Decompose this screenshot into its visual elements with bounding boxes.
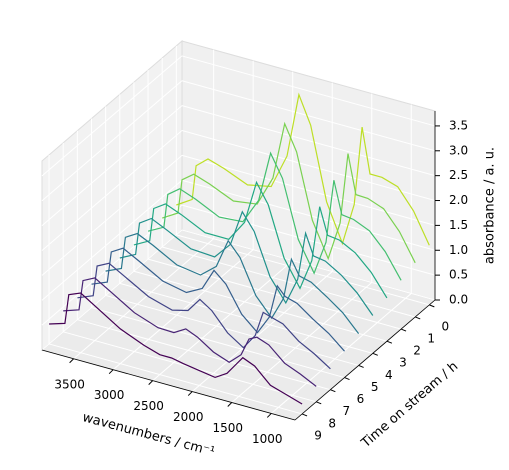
y-tick-label: 9 bbox=[314, 428, 322, 442]
y-tick bbox=[358, 364, 364, 368]
axis-line bbox=[294, 299, 436, 421]
z-tick-label: 2.0 bbox=[449, 193, 468, 207]
grid-line bbox=[41, 105, 183, 227]
grid-line bbox=[181, 130, 436, 202]
grid-line bbox=[181, 229, 436, 301]
y-tick-label: 0 bbox=[442, 319, 450, 333]
x-tick-label: 1000 bbox=[252, 432, 283, 446]
grid-line bbox=[162, 246, 416, 318]
y-tick bbox=[316, 401, 322, 405]
grid-line bbox=[41, 179, 183, 301]
spectrum bbox=[147, 151, 402, 281]
spectrum bbox=[91, 247, 345, 352]
x-tick-label: 2000 bbox=[173, 410, 204, 424]
z-tick-label: 1.5 bbox=[449, 218, 468, 232]
y-tick-label: 3 bbox=[399, 356, 407, 370]
y-tick bbox=[400, 328, 407, 332]
z-tick-label: 1.0 bbox=[449, 243, 468, 257]
y-tick-label: 6 bbox=[357, 392, 365, 406]
grid-line bbox=[270, 293, 412, 414]
x-tick bbox=[227, 402, 233, 407]
grid-line bbox=[41, 55, 183, 177]
grid bbox=[41, 45, 436, 415]
y-tick-label: 1 bbox=[427, 331, 435, 345]
grid-line bbox=[105, 294, 359, 366]
spectrum bbox=[105, 232, 360, 334]
y-tick-label: 4 bbox=[385, 368, 393, 382]
y-tick bbox=[301, 413, 308, 417]
x-tick bbox=[187, 391, 193, 396]
y-tick-label: 5 bbox=[371, 380, 379, 394]
z-tick-label: 2.5 bbox=[449, 168, 468, 182]
grid-line bbox=[181, 105, 436, 177]
grid-line bbox=[181, 80, 436, 152]
spectra bbox=[49, 92, 430, 405]
grid-line bbox=[41, 80, 183, 202]
x-tick-label: 1500 bbox=[212, 421, 243, 435]
x-tick-label: 3000 bbox=[94, 388, 125, 402]
y-tick-label: 2 bbox=[413, 344, 421, 358]
y-tick bbox=[415, 316, 421, 320]
spectrum bbox=[77, 262, 331, 370]
x-tick bbox=[148, 380, 154, 385]
axis-line bbox=[41, 349, 296, 421]
y-tick-label: 7 bbox=[343, 404, 351, 418]
y-axis-label: Time on stream / h bbox=[358, 359, 461, 451]
grid-line bbox=[181, 154, 436, 226]
grid-line bbox=[181, 55, 436, 127]
y-tick-label: 8 bbox=[328, 416, 336, 430]
z-tick-label: 0.0 bbox=[449, 293, 468, 307]
y-tick bbox=[386, 340, 393, 344]
grid-line bbox=[119, 282, 373, 354]
grid-line bbox=[133, 270, 388, 342]
grid-line bbox=[73, 238, 214, 360]
z-axis-label: absorbance / a. u. bbox=[483, 147, 498, 264]
grid-line bbox=[112, 249, 254, 371]
grid-line bbox=[41, 155, 183, 276]
spectrum bbox=[49, 292, 303, 405]
grid-line bbox=[231, 282, 373, 403]
grid-line bbox=[77, 319, 331, 391]
grid-line bbox=[48, 343, 303, 415]
spectrum bbox=[133, 180, 388, 299]
y-tick bbox=[429, 304, 435, 308]
grid-line bbox=[91, 307, 345, 379]
x-tick bbox=[69, 358, 74, 364]
grid-line bbox=[191, 271, 333, 392]
grid-line bbox=[181, 179, 436, 251]
grid-line bbox=[41, 130, 183, 251]
z-tick-label: 3.5 bbox=[449, 118, 468, 132]
y-tick bbox=[372, 352, 378, 356]
spectrum bbox=[119, 210, 374, 316]
x-tick bbox=[108, 369, 114, 375]
grid-line bbox=[176, 234, 430, 306]
x-tick bbox=[266, 413, 272, 418]
z-tick-label: 3.0 bbox=[449, 143, 468, 157]
spectrum bbox=[63, 277, 317, 387]
z-tick-label: 0.5 bbox=[449, 268, 468, 282]
panes bbox=[40, 39, 437, 421]
spectrum bbox=[162, 121, 416, 264]
y-tick bbox=[330, 389, 336, 393]
x-tick-label: 2500 bbox=[133, 399, 164, 413]
spectrum bbox=[176, 92, 430, 246]
x-tick-label: 3500 bbox=[54, 377, 85, 391]
y-tick bbox=[344, 377, 350, 381]
